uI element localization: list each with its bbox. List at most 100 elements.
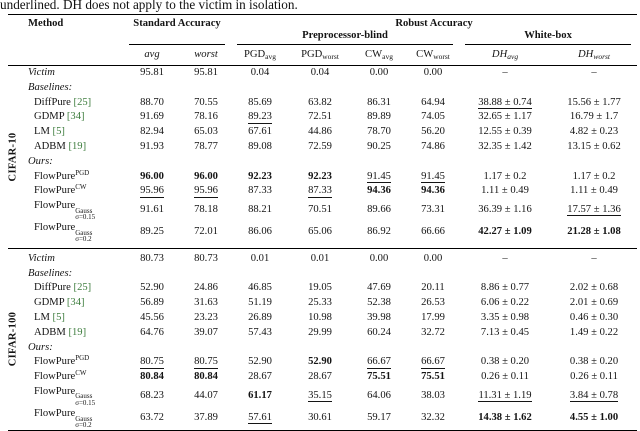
value-cell: 86.31 xyxy=(367,96,391,108)
method-superscript: PGD xyxy=(75,354,90,363)
method-flowpure-gauss-0-2: FlowPure Gauss σ=0.2 xyxy=(34,408,93,430)
value-cell: 86.06 xyxy=(248,226,272,238)
table-row: FlowPure Gauss σ=0.2 63.72 37.89 57.61 30.61 59… xyxy=(8,407,637,430)
results-table-wrap: Method Standard Accuracy Robust Accuracy… xyxy=(8,14,638,431)
value-cell: 72.59 xyxy=(308,140,332,152)
value-cell: 21.28 ± 1.08 xyxy=(567,226,621,238)
column-header-method: Method xyxy=(28,18,64,29)
citation-link[interactable]: [34] xyxy=(64,111,85,123)
row-group-label: Ours: xyxy=(28,341,53,353)
value-cell: 88.70 xyxy=(140,96,164,108)
value-cell: 44.07 xyxy=(194,389,218,401)
method-lm: LM [5] xyxy=(34,126,65,138)
method-superscript: CW xyxy=(75,183,87,192)
citation-link[interactable]: [19] xyxy=(65,326,87,338)
value-cell: 1.49 ± 0.22 xyxy=(569,326,619,338)
value-cell: 46.85 xyxy=(248,282,272,294)
value-cell: 66.67 xyxy=(367,356,391,369)
column-header-avg: avg xyxy=(123,45,181,66)
row-group-label: Baselines: xyxy=(28,81,73,93)
caption-text: underlined. DH does not apply to the vic… xyxy=(0,0,298,12)
value-cell: 12.55 ± 0.39 xyxy=(478,126,532,138)
column-header-cw-avg: CWavg xyxy=(351,45,407,66)
value-cell: 80.73 xyxy=(181,247,231,267)
value-cell: 59.17 xyxy=(367,411,391,423)
value-cell: 89.89 xyxy=(367,111,391,123)
value-cell: 70.51 xyxy=(308,203,332,215)
value-cell: 0.00 xyxy=(351,247,407,267)
value-cell: 0.00 xyxy=(423,67,443,78)
value-cell: 52.38 xyxy=(367,297,391,309)
table-row: FlowPureCW 80.84 80.84 28.67 28.67 75.51 75.51… xyxy=(8,370,637,385)
value-cell: 51.19 xyxy=(248,297,272,309)
value-cell: 90.25 xyxy=(367,140,391,152)
value-cell: 56.20 xyxy=(421,126,445,138)
value-cell: 89.25 xyxy=(140,226,164,238)
value-cell: 87.33 xyxy=(308,185,332,198)
value-cell: 72.01 xyxy=(194,226,218,238)
value-cell: 29.99 xyxy=(308,326,332,338)
value-cell: 13.15 ± 0.62 xyxy=(567,140,621,152)
table-row: LM [5] 82.94 65.03 67.61 44.86 78.70 56.20 12.5… xyxy=(8,125,637,140)
value-cell: 92.23 xyxy=(248,170,272,182)
value-cell: 78.70 xyxy=(367,126,391,138)
method-flowpure-pgd: FlowPurePGD xyxy=(34,168,90,182)
value-cell: 7.13 ± 0.45 xyxy=(480,326,530,338)
value-cell: 39.98 xyxy=(367,311,391,323)
value-cell: 0.04 xyxy=(310,67,330,78)
value-cell: 74.86 xyxy=(421,140,445,152)
citation-link[interactable]: [5] xyxy=(49,311,65,323)
value-cell: 78.16 xyxy=(194,111,218,123)
value-cell: 0.04 xyxy=(250,67,270,78)
table-row: ADBM [19] 91.93 78.77 89.08 72.59 90.25 74.86 3… xyxy=(8,140,637,155)
value-cell: 73.31 xyxy=(421,203,445,215)
method-flowpure-cw: FlowPureCW xyxy=(34,183,87,197)
value-cell: 87.33 xyxy=(248,185,272,197)
value-cell: – xyxy=(551,247,638,267)
citation-link[interactable]: [25] xyxy=(70,282,92,294)
value-cell: 32.72 xyxy=(421,326,445,338)
method-supsub: Gauss σ=0.2 xyxy=(75,228,93,244)
value-cell: 89.08 xyxy=(248,140,272,152)
value-cell: 28.67 xyxy=(308,371,332,383)
value-cell: 89.66 xyxy=(367,203,391,215)
value-cell: 26.89 xyxy=(248,311,272,323)
value-cell: 80.84 xyxy=(194,371,218,383)
value-cell: 95.96 xyxy=(140,185,164,198)
value-cell: 96.00 xyxy=(194,170,218,182)
citation-link[interactable]: [19] xyxy=(65,140,87,152)
value-cell: 63.82 xyxy=(308,96,332,108)
method-flowpure-pgd: FlowPurePGD xyxy=(34,354,90,368)
value-cell: 63.72 xyxy=(140,411,164,423)
value-cell: 17.99 xyxy=(421,311,445,323)
method-flowpure-gauss-0-15: FlowPure Gauss σ=0.15 xyxy=(34,200,96,221)
value-cell: 96.00 xyxy=(140,170,164,182)
table-row: FlowPurePGD 96.00 96.00 92.23 92.23 91.45 91.4… xyxy=(8,168,637,185)
table-row: GDMP [34] 91.69 78.16 89.23 72.51 89.89 74.05 3… xyxy=(8,110,637,125)
citation-link[interactable]: [5] xyxy=(49,126,65,138)
column-header-pgd-worst: PGDworst xyxy=(289,45,351,66)
citation-link[interactable]: [25] xyxy=(70,96,92,108)
column-header-cw-worst: CWworst xyxy=(407,45,459,66)
value-cell: 30.61 xyxy=(308,411,332,423)
value-cell: 0.38 ± 0.20 xyxy=(480,356,530,368)
value-cell: 0.26 ± 0.11 xyxy=(481,371,529,383)
value-cell: 91.61 xyxy=(140,203,164,215)
method-flowpure-gauss-0-2: FlowPure Gauss σ=0.2 xyxy=(34,222,93,244)
value-cell: 32.32 xyxy=(421,411,445,423)
value-cell: 20.11 xyxy=(421,282,445,294)
value-cell: 25.33 xyxy=(308,297,332,309)
row-group-label: Ours: xyxy=(28,155,53,167)
value-cell: 75.51 xyxy=(421,371,445,383)
value-cell: 14.38 ± 1.62 xyxy=(478,411,532,423)
table-row: LM [5] 45.56 23.23 26.89 10.98 39.98 17.99 3.35… xyxy=(8,311,637,326)
method-lm: LM [5] xyxy=(34,311,65,323)
citation-link[interactable]: [34] xyxy=(64,297,85,309)
value-cell: 42.27 ± 1.09 xyxy=(478,226,532,238)
value-cell: 57.43 xyxy=(248,326,272,338)
value-cell: 32.35 ± 1.42 xyxy=(478,140,532,152)
value-cell: 0.01 xyxy=(289,247,351,267)
value-cell: 61.17 xyxy=(248,389,272,401)
table-row: FlowPure Gauss σ=0.15 68.23 44.07 61.17 35.15 6… xyxy=(8,385,637,407)
column-header-worst: worst xyxy=(181,45,231,66)
